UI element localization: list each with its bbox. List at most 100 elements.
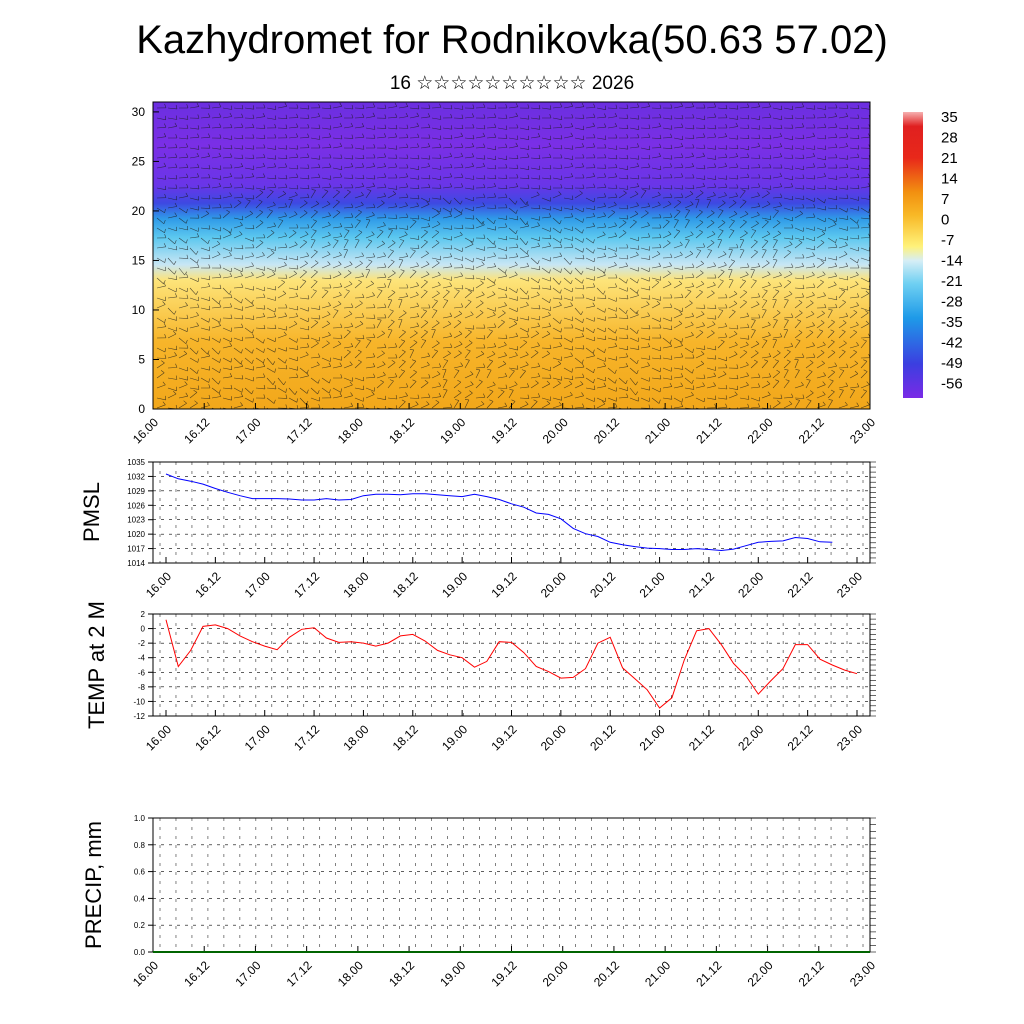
colorbar-label: -35 xyxy=(941,314,963,331)
pmsl-xtick-label: 19.00 xyxy=(439,569,470,600)
temp-xtick-label: 17.00 xyxy=(242,722,273,753)
temp-xtick-label: 20.00 xyxy=(538,722,569,753)
temp-ytick-label: 0 xyxy=(141,625,146,634)
pmsl-xtick-label: 20.00 xyxy=(538,569,569,600)
temp-axes: -12 -10 -8 -6 -4 -2 0 2 16.00 16.12 17.00 17.12 18.0… xyxy=(133,610,876,753)
precip-ytick-label: 0.2 xyxy=(134,921,146,930)
cross-section-y-axis: 0 5 10 15 20 25 30 xyxy=(132,105,159,416)
pmsl-ytick-label: 1014 xyxy=(127,559,145,568)
precip-xtick-label: 22.12 xyxy=(796,958,827,989)
colorbar-label: -7 xyxy=(941,232,954,249)
pmsl-panel: 1014 1017 1020 1023 1026 1029 1032 1035 16.00 16.… xyxy=(79,458,876,600)
pmsl-xtick-label: 21.00 xyxy=(637,569,668,600)
temp-xtick-label: 23.00 xyxy=(834,722,865,753)
pmsl-grid xyxy=(153,462,870,563)
colorbar-label: 0 xyxy=(941,212,949,229)
precip-xtick-label: 17.00 xyxy=(232,958,263,989)
temp-frame xyxy=(152,613,871,717)
cs-xtick-label: 19.00 xyxy=(437,415,468,446)
cross-section-x-axis: 16.00 16.12 17.00 17.12 18.00 18.12 19.00 19.12… xyxy=(130,403,878,446)
precip-xtick-label: 21.12 xyxy=(693,958,724,989)
precip-axes: 0.0 0.2 0.4 0.6 0.8 1.0 16.00 16.12 17.00 17.12 18… xyxy=(130,814,878,989)
cs-xtick-label: 22.12 xyxy=(796,415,827,446)
temp-ytick-label: -6 xyxy=(138,668,146,677)
cs-ytick-label: 25 xyxy=(132,154,146,168)
pmsl-xtick-label: 22.12 xyxy=(785,569,816,600)
precip-xtick-label: 20.12 xyxy=(591,958,622,989)
pmsl-xtick-label: 22.00 xyxy=(735,569,766,600)
cs-ytick-label: 0 xyxy=(138,402,145,416)
cs-xtick-label: 19.12 xyxy=(488,415,519,446)
cs-ytick-label: 30 xyxy=(132,105,146,119)
colorbar-label: 28 xyxy=(941,130,958,147)
pmsl-ylabel: PMSL xyxy=(79,482,104,542)
temp-ylabel: TEMP at 2 M xyxy=(84,601,109,729)
colorbar-label: -14 xyxy=(941,253,963,270)
colorbar-label: -21 xyxy=(941,273,963,290)
cs-xtick-label: 17.12 xyxy=(284,415,315,446)
pmsl-xtick-label: 21.12 xyxy=(686,569,717,600)
colorbar-label: -28 xyxy=(941,294,963,311)
temp-ytick-label: -4 xyxy=(138,654,146,663)
temp-xtick-label: 16.12 xyxy=(192,722,223,753)
pmsl-series-line xyxy=(165,473,833,552)
cs-ytick-label: 20 xyxy=(132,204,146,218)
precip-panel: 0.0 0.2 0.4 0.6 0.8 1.0 16.00 16.12 17.00 17.12 18… xyxy=(81,814,878,989)
pmsl-xtick-label: 16.00 xyxy=(143,569,174,600)
precip-xtick-label: 21.00 xyxy=(642,958,673,989)
temp-xtick-label: 17.12 xyxy=(291,722,322,753)
wind-barb-field xyxy=(156,102,870,409)
cs-xtick-label: 18.00 xyxy=(335,415,366,446)
temp-xtick-label: 21.00 xyxy=(637,722,668,753)
temp-ytick-label: -12 xyxy=(133,712,145,721)
precip-xtick-label: 19.00 xyxy=(437,958,468,989)
cs-xtick-label: 21.12 xyxy=(693,415,724,446)
precip-ytick-label: 0.8 xyxy=(134,841,146,850)
chart-subtitle: 16 ☆☆☆☆☆☆☆☆☆☆ 2026 xyxy=(389,73,635,94)
wind-barbs xyxy=(156,102,870,409)
temp-xtick-label: 18.00 xyxy=(340,722,371,753)
precip-xtick-label: 20.00 xyxy=(540,958,571,989)
pmsl-xtick-label: 19.12 xyxy=(488,569,519,600)
temp-grid xyxy=(153,614,870,716)
temp-xtick-label: 22.00 xyxy=(735,722,766,753)
precip-grid xyxy=(153,818,870,952)
cs-ytick-label: 10 xyxy=(132,303,146,317)
colorbar-label: -56 xyxy=(941,376,963,393)
precip-ytick-label: 1.0 xyxy=(134,814,146,823)
cs-xtick-label: 17.00 xyxy=(232,415,263,446)
temp-xtick-label: 18.12 xyxy=(390,722,421,753)
temp-ytick-label: -8 xyxy=(138,683,146,692)
colorbar-label: 7 xyxy=(941,191,949,208)
cs-xtick-label: 20.00 xyxy=(540,415,571,446)
pmsl-ytick-label: 1026 xyxy=(127,501,145,510)
temp-xtick-label: 19.00 xyxy=(439,722,470,753)
colorbar-label: 35 xyxy=(941,109,958,126)
precip-ytick-label: 0.0 xyxy=(134,948,146,957)
precip-xtick-label: 16.12 xyxy=(181,958,212,989)
precip-ylabel: PRECIP, mm xyxy=(81,821,106,949)
temp-ytick-label: 2 xyxy=(141,610,146,619)
temp-xtick-label: 20.12 xyxy=(587,722,618,753)
colorbar-label: -49 xyxy=(941,355,963,372)
pmsl-frame xyxy=(152,461,871,564)
pmsl-ytick-label: 1020 xyxy=(127,530,145,539)
cs-xtick-label: 22.00 xyxy=(745,415,776,446)
temp-panel: -12 -10 -8 -6 -4 -2 0 2 16.00 16.12 17.00 17.12 18.0… xyxy=(84,601,876,753)
pmsl-ytick-label: 1029 xyxy=(127,487,145,496)
colorbar-label: 21 xyxy=(941,150,958,167)
cross-section-panel: 0 5 10 15 20 25 30 16.00 16.12 17.00 17.12 18.00 18… xyxy=(130,101,878,446)
colorbar-labels: 35 28 21 14 7 0 -7 -14 -21 -28 -35 -42 -49 -56 xyxy=(941,109,963,393)
colorbar: 35 28 21 14 7 0 -7 -14 -21 -28 -35 -42 -49 -56 xyxy=(903,109,963,398)
cs-xtick-label: 23.00 xyxy=(847,415,878,446)
pmsl-xtick-label: 18.12 xyxy=(390,569,421,600)
cs-xtick-label: 18.12 xyxy=(386,415,417,446)
precip-xtick-label: 17.12 xyxy=(284,958,315,989)
temp-xtick-label: 16.00 xyxy=(143,722,174,753)
cs-xtick-label: 20.12 xyxy=(591,415,622,446)
cs-ytick-label: 5 xyxy=(138,352,145,366)
pmsl-ytick-label: 1023 xyxy=(127,516,145,525)
cs-ytick-label: 15 xyxy=(132,253,146,267)
colorbar-scale xyxy=(903,112,923,398)
